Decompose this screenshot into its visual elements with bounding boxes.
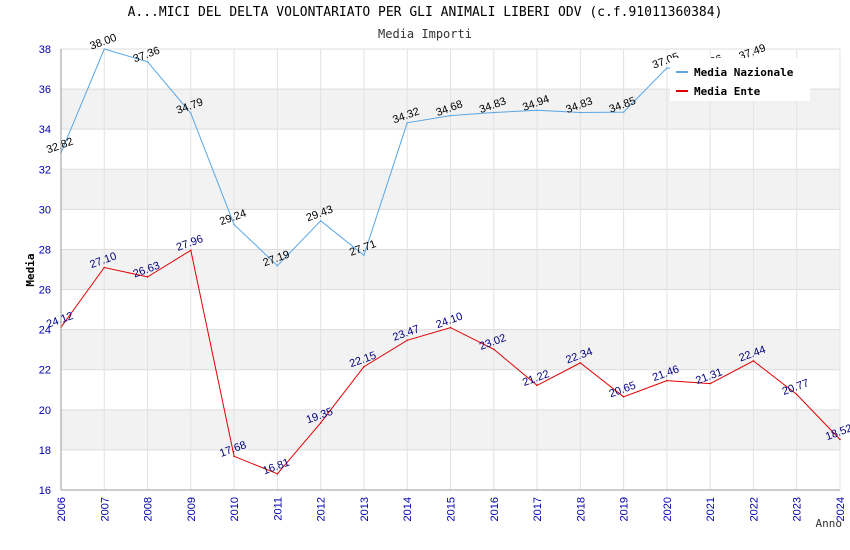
x-tick-label: 2014 [402, 497, 414, 521]
data-label: 32.82 [45, 136, 75, 157]
x-tick-label: 2023 [792, 497, 804, 521]
data-point [579, 362, 582, 364]
x-tick-label: 2008 [143, 497, 155, 521]
x-tick-label: 2012 [316, 497, 328, 521]
legend-box [670, 58, 810, 101]
x-tick-label: 2021 [705, 497, 717, 521]
y-tick-label: 16 [39, 485, 51, 497]
x-tick-label: 2009 [186, 497, 198, 521]
data-point [752, 360, 755, 362]
y-axis-title: Media [24, 253, 37, 286]
data-label: 37.36 [132, 45, 162, 66]
series-layer [60, 48, 841, 475]
x-tick-label: 2017 [532, 497, 544, 521]
data-point [622, 395, 625, 398]
x-tick-label: 2011 [272, 497, 284, 521]
data-point [709, 382, 711, 385]
data-point [449, 326, 452, 329]
legend: Media Nazionale Media Ente [670, 58, 810, 101]
x-tick-label: 2022 [748, 497, 760, 521]
gridlines [60, 48, 841, 491]
data-point [319, 219, 322, 222]
y-tick-label: 32 [39, 164, 51, 176]
data-point [406, 339, 409, 342]
chart-subtitle: Media Importi [378, 27, 472, 41]
data-point [795, 393, 798, 396]
x-tick-label: 2007 [99, 497, 111, 521]
y-tick-label: 26 [39, 285, 51, 297]
data-point [363, 254, 365, 257]
data-point [146, 276, 149, 278]
legend-label: Media Nazionale [694, 66, 794, 79]
x-tick-label: 2013 [359, 497, 371, 521]
data-label: 20.77 [781, 377, 811, 398]
data-point [276, 264, 279, 267]
x-tick-label: 2015 [446, 497, 458, 521]
data-label: 16.81 [261, 457, 291, 478]
data-point [233, 223, 235, 226]
data-point [363, 365, 365, 368]
data-point [666, 379, 668, 382]
x-tick-label: 2019 [619, 497, 631, 521]
x-tick-label: 2010 [229, 497, 241, 521]
legend-label: Media Ente [694, 85, 761, 98]
y-tick-label: 36 [39, 84, 51, 96]
y-tick-label: 24 [39, 325, 51, 337]
data-point [233, 455, 235, 458]
y-tick-label: 28 [39, 244, 51, 256]
data-point [276, 472, 279, 475]
y-tick-label: 30 [39, 204, 51, 216]
y-tick-label: 38 [39, 44, 51, 56]
y-tick-label: 20 [39, 405, 51, 417]
data-label: 20.65 [608, 380, 638, 401]
data-point [190, 249, 192, 252]
data-point [103, 266, 106, 269]
data-point [492, 348, 495, 351]
y-tick-label: 22 [39, 365, 51, 377]
data-point [579, 111, 582, 114]
data-point [449, 114, 452, 117]
data-point [319, 422, 322, 424]
data-point [406, 121, 409, 124]
data-label: 29.24 [218, 207, 248, 228]
x-tick-label: 2006 [56, 497, 68, 521]
y-tick-label: 34 [39, 124, 51, 136]
data-point [536, 384, 538, 387]
chart-title: A...MICI DEL DELTA VOLONTARIATO PER GLI … [127, 5, 723, 20]
data-point [666, 67, 668, 69]
data-point [839, 438, 841, 441]
data-point [190, 112, 192, 115]
x-tick-label: 2016 [489, 497, 501, 521]
data-point [536, 109, 538, 112]
data-point [103, 48, 106, 50]
x-tick-label: 2024 [835, 497, 847, 521]
x-axis-title: Anno [816, 517, 843, 530]
data-point [146, 61, 149, 63]
data-label: 21.22 [521, 368, 551, 389]
data-point [622, 111, 625, 113]
y-tick-label: 18 [39, 445, 51, 457]
x-tick-label: 2018 [575, 497, 587, 521]
x-tick-label: 2020 [662, 497, 674, 521]
data-point [492, 111, 495, 114]
